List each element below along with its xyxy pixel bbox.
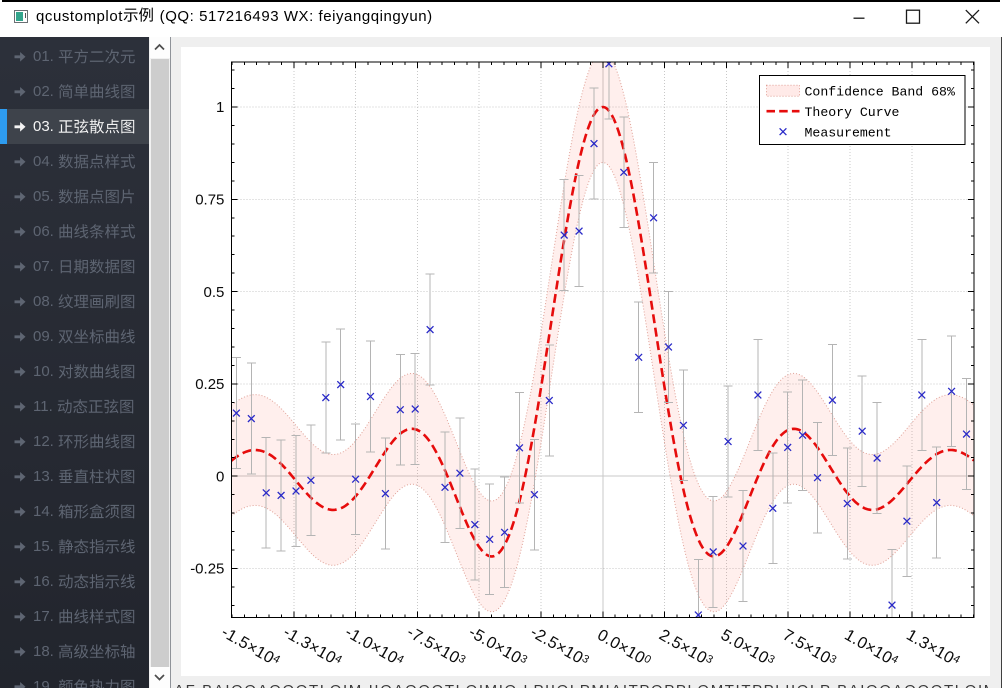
svg-text:Confidence Band 68%: Confidence Band 68% <box>805 84 955 99</box>
svg-text:0.75: 0.75 <box>195 191 224 208</box>
svg-text:-1.5×104: -1.5×104 <box>218 622 283 670</box>
svg-text:Theory Curve: Theory Curve <box>805 104 900 119</box>
svg-text:-0.25: -0.25 <box>190 560 224 577</box>
svg-text:-1.3×104: -1.3×104 <box>280 622 345 670</box>
svg-text:1: 1 <box>216 99 224 116</box>
svg-text:1.0×104: 1.0×104 <box>841 625 901 670</box>
svg-text:-5.0×103: -5.0×103 <box>466 622 531 670</box>
svg-text:0.0×100: 0.0×100 <box>594 625 654 670</box>
svg-text:1.3×104: 1.3×104 <box>903 625 963 670</box>
svg-text:5.0×103: 5.0×103 <box>718 625 778 670</box>
svg-text:-2.5×103: -2.5×103 <box>527 622 592 670</box>
svg-text:7.5×103: 7.5×103 <box>780 625 840 670</box>
svg-text:0.25: 0.25 <box>195 376 224 393</box>
svg-text:-1.0×104: -1.0×104 <box>342 622 407 670</box>
svg-text:Measurement: Measurement <box>805 125 892 140</box>
svg-text:-7.5×103: -7.5×103 <box>404 622 469 670</box>
svg-text:0: 0 <box>216 468 224 485</box>
svg-text:0.5: 0.5 <box>204 283 225 300</box>
svg-text:2.5×103: 2.5×103 <box>656 625 716 670</box>
